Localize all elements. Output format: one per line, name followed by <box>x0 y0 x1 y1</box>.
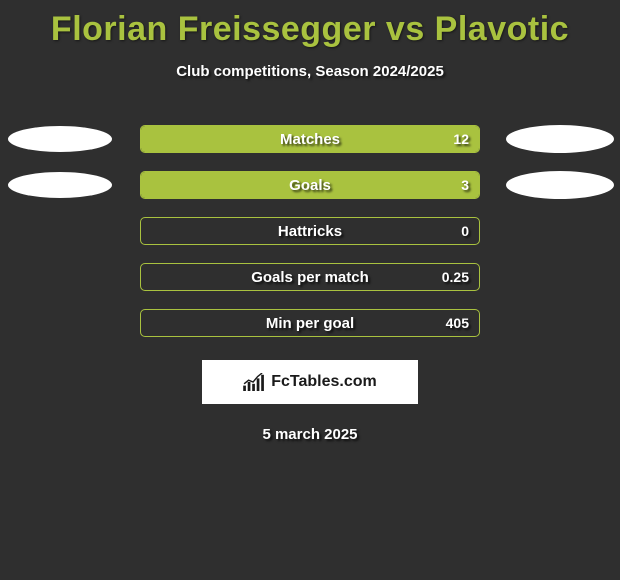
player-ellipse-right <box>506 171 614 199</box>
attribution-text: FcTables.com <box>271 373 377 391</box>
stat-bar: Goals3 <box>140 171 480 199</box>
bar-wrap: Min per goal405 <box>120 309 500 337</box>
stat-label: Goals per match <box>141 264 479 290</box>
stat-bar: Goals per match0.25 <box>140 263 480 291</box>
stat-row: Goals per match0.25 <box>0 254 620 300</box>
stat-row: Goals3 <box>0 162 620 208</box>
stat-value: 3 <box>461 172 469 198</box>
stat-value: 0.25 <box>442 264 469 290</box>
page-title: Florian Freissegger vs Plavotic <box>0 0 620 49</box>
subtitle: Club competitions, Season 2024/2025 <box>0 63 620 80</box>
stat-label: Goals <box>141 172 479 198</box>
stat-bar: Matches12 <box>140 125 480 153</box>
right-side <box>500 171 620 199</box>
stats-rows: Matches12 Goals3 Hattricks0 Goals per match… <box>0 116 620 346</box>
stat-value: 12 <box>453 126 469 152</box>
stat-label: Min per goal <box>141 310 479 336</box>
left-side <box>0 172 120 198</box>
stat-row: Min per goal405 <box>0 300 620 346</box>
stat-label: Hattricks <box>141 218 479 244</box>
right-side <box>500 125 620 153</box>
stat-value: 0 <box>461 218 469 244</box>
stat-bar: Hattricks0 <box>140 217 480 245</box>
chart-icon <box>243 373 265 391</box>
bar-wrap: Goals per match0.25 <box>120 263 500 291</box>
player-ellipse-right <box>506 125 614 153</box>
attribution-badge: FcTables.com <box>202 360 418 404</box>
player-ellipse-left <box>8 172 112 198</box>
bar-wrap: Goals3 <box>120 171 500 199</box>
left-side <box>0 126 120 152</box>
stat-row: Hattricks0 <box>0 208 620 254</box>
date-text: 5 march 2025 <box>0 426 620 443</box>
stat-bar: Min per goal405 <box>140 309 480 337</box>
player-ellipse-left <box>8 126 112 152</box>
stat-value: 405 <box>446 310 469 336</box>
bar-wrap: Hattricks0 <box>120 217 500 245</box>
stat-row: Matches12 <box>0 116 620 162</box>
bar-wrap: Matches12 <box>120 125 500 153</box>
stat-label: Matches <box>141 126 479 152</box>
